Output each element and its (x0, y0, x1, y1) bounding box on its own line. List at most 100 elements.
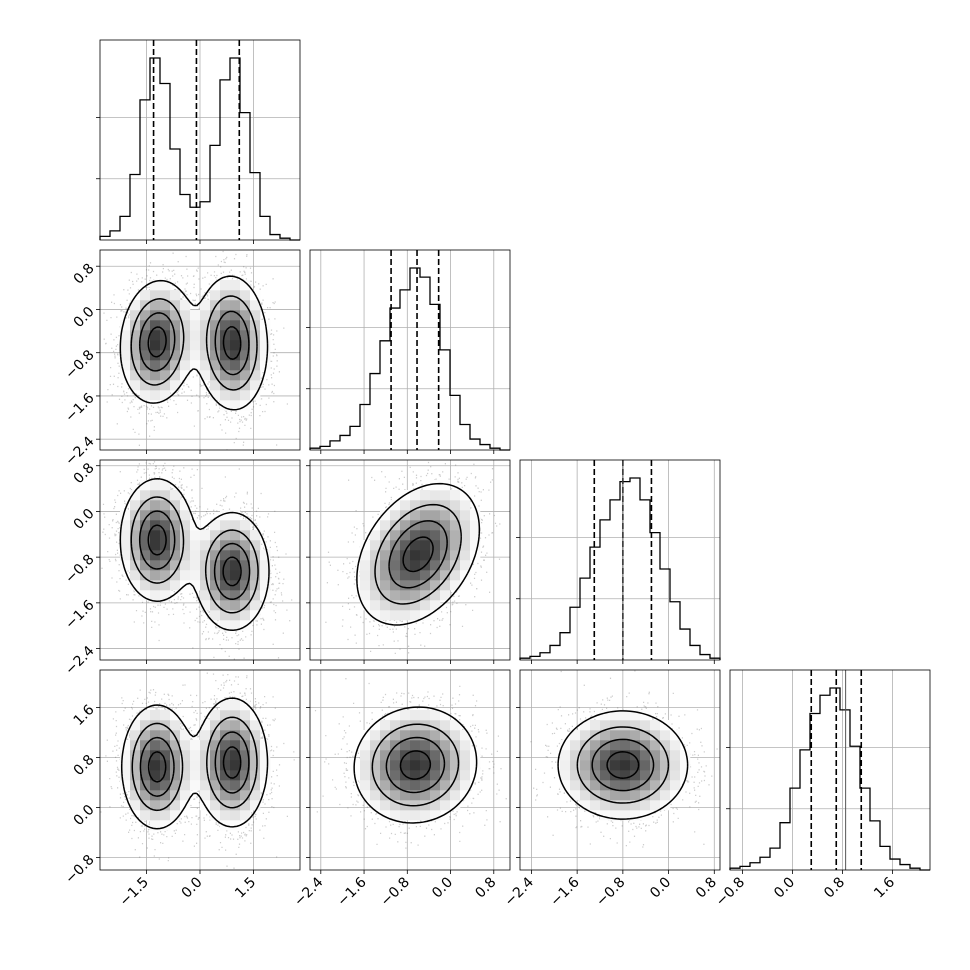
pair-2-0-contour-1 (130, 496, 259, 614)
xtick-label-0-0: −1.5 (117, 874, 152, 909)
pair-3-0-cell (260, 760, 271, 771)
pair-3-1-cell (440, 790, 451, 801)
pair-3-2-contour-3 (606, 751, 640, 779)
pair-3-1-cell (380, 760, 391, 771)
pair-2-1-cell (440, 590, 451, 601)
pair-2-0-cell (190, 550, 201, 561)
pair-2-1-cell (390, 570, 401, 581)
pair-2-1-cell (400, 550, 411, 561)
pair-3-2-cell (620, 780, 631, 791)
pair-1-0-cell (250, 370, 261, 381)
pair-2-0-cell (130, 510, 141, 521)
pair-3-0-cell (180, 740, 191, 751)
pair-2-1-cell (390, 500, 401, 511)
pair-2-0-cell (130, 540, 141, 551)
pair-2-1-cell (410, 540, 421, 551)
pair-2-1-cell (370, 530, 381, 541)
pair-3-1-contour-3 (399, 750, 432, 780)
pair-2-1-cell (410, 490, 421, 501)
pair-1-0-cell (220, 380, 231, 391)
pair-3-0-cell (170, 740, 181, 751)
pair-2-0-cell (150, 590, 161, 601)
pair-1-0-cell (150, 280, 161, 291)
pair-2-0-cell (170, 560, 181, 571)
pair-3-1-cell (420, 780, 431, 791)
pair-2-0-cell (150, 580, 161, 591)
pair-1-0-cell (250, 330, 261, 341)
pair-1-0-cell (130, 330, 141, 341)
pair-3-2-cell (630, 770, 641, 781)
pair-3-0-cell (160, 770, 171, 781)
pair-3-2-cell (610, 760, 621, 771)
pair-3-1-cell (400, 760, 411, 771)
pair-2-1-cell (370, 590, 381, 601)
pair-3-1-cell (410, 810, 421, 821)
pair-3-0-contour-2 (139, 731, 250, 797)
pair-3-0-cell (160, 790, 171, 801)
pair-2-1-cell (410, 580, 421, 591)
pair-2-0-cell (240, 520, 251, 531)
pair-3-1-cell (440, 760, 451, 771)
pair-3-2-cell (650, 730, 661, 741)
xtick-label-3-3: 1.6 (871, 874, 898, 901)
pair-3-1-cell (460, 740, 471, 751)
pair-1-0-cell (230, 300, 241, 311)
pair-3-1-cell (400, 740, 411, 751)
xtick-label-1-1: −1.6 (334, 874, 369, 909)
pair-3-1-frame (309, 669, 511, 871)
pair-3-0-cell (200, 760, 211, 771)
pair-2-0-cell (210, 520, 221, 531)
pair-3-2-cell (620, 740, 631, 751)
pair-3-2-cell (560, 740, 571, 751)
pair-2-1-cell (430, 590, 441, 601)
pair-3-1-cell (400, 720, 411, 731)
pair-2-0-cell (150, 530, 161, 541)
pair-1-0-cell (240, 280, 251, 291)
pair-1-0-cell (240, 340, 251, 351)
pair-2-0-cell (180, 520, 191, 531)
pair-2-0-contour-0 (119, 478, 270, 631)
pair-3-2-cell (610, 750, 621, 761)
hist-2-frame (519, 459, 721, 661)
pair-3-1-cell (410, 710, 421, 721)
pair-3-2-cell (610, 800, 621, 811)
pair-3-2-cell (620, 720, 631, 731)
pair-2-0-cell (220, 580, 231, 591)
pair-1-0-cell (230, 370, 241, 381)
pair-2-0-cell (130, 520, 141, 531)
pair-3-1-cell (370, 740, 381, 751)
pair-3-2-cell (670, 770, 681, 781)
pair-1-0-cell (160, 300, 171, 311)
pair-1-0-cell (230, 340, 241, 351)
pair-2-1-cell (400, 570, 411, 581)
pair-3-2-cell (640, 710, 651, 721)
pair-3-0-cell (160, 810, 171, 821)
pair-3-2-cell (660, 720, 671, 731)
pair-2-1-cell (430, 560, 441, 571)
pair-2-1-cell (450, 490, 461, 501)
pair-2-0-cell (220, 600, 231, 611)
pair-3-0-cell (230, 710, 241, 721)
pair-3-2-cell (570, 760, 581, 771)
pair-3-2-cell (600, 710, 611, 721)
pair-3-1-cell (450, 750, 461, 761)
pair-1-0-cell (230, 310, 241, 321)
pair-2-0-cell (230, 530, 241, 541)
pair-2-1-cell (410, 600, 421, 611)
pair-2-0-cell (190, 530, 201, 541)
pair-3-0-cell (220, 700, 231, 711)
pair-2-1-cell (390, 530, 401, 541)
pair-3-1-cell (410, 730, 421, 741)
pair-3-2-cell (630, 790, 641, 801)
pair-3-1-cell (380, 740, 391, 751)
pair-3-1-cell (360, 750, 371, 761)
ytick-label-1-2: −0.8 (62, 347, 97, 382)
pair-3-1-cell (430, 720, 441, 731)
xtick-label-1-3: 0.0 (429, 874, 456, 901)
pair-2-0-cell (240, 570, 251, 581)
pair-1-0-cell (200, 370, 211, 381)
pair-2-0-cell (150, 560, 161, 571)
pair-1-0-cell (170, 350, 181, 361)
pair-2-0-cell (250, 570, 261, 581)
pair-3-0-cell (120, 780, 131, 791)
